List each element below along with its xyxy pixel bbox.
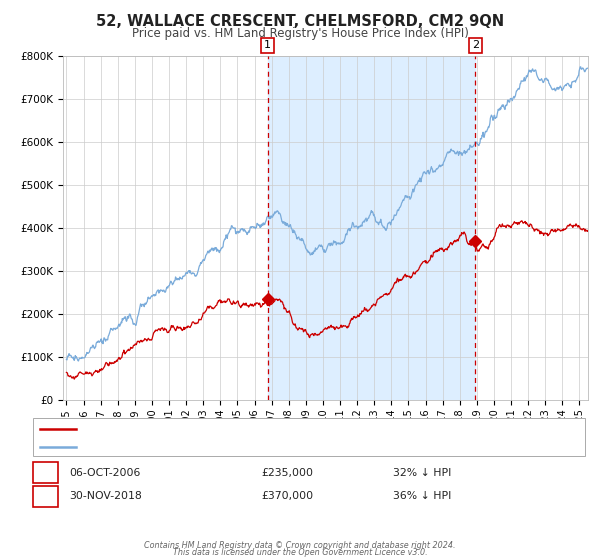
Text: Price paid vs. HM Land Registry's House Price Index (HPI): Price paid vs. HM Land Registry's House … [131, 27, 469, 40]
Text: 2: 2 [42, 489, 49, 503]
Text: £235,000: £235,000 [261, 468, 313, 478]
Text: 32% ↓ HPI: 32% ↓ HPI [393, 468, 451, 478]
Text: 1: 1 [42, 466, 49, 479]
Text: 52, WALLACE CRESCENT, CHELMSFORD, CM2 9QN (detached house): 52, WALLACE CRESCENT, CHELMSFORD, CM2 9Q… [82, 423, 424, 433]
Text: 2: 2 [472, 40, 479, 50]
Bar [268, 56, 475, 400]
Text: Contains HM Land Registry data © Crown copyright and database right 2024.: Contains HM Land Registry data © Crown c… [144, 541, 456, 550]
Text: 30-NOV-2018: 30-NOV-2018 [69, 491, 142, 501]
Text: This data is licensed under the Open Government Licence v3.0.: This data is licensed under the Open Gov… [173, 548, 427, 557]
Text: 06-OCT-2006: 06-OCT-2006 [69, 468, 140, 478]
Text: 1: 1 [264, 40, 271, 50]
Text: £370,000: £370,000 [261, 491, 313, 501]
Text: HPI: Average price, detached house, Chelmsford: HPI: Average price, detached house, Chel… [82, 442, 324, 452]
Text: 52, WALLACE CRESCENT, CHELMSFORD, CM2 9QN: 52, WALLACE CRESCENT, CHELMSFORD, CM2 9Q… [96, 14, 504, 29]
Text: 36% ↓ HPI: 36% ↓ HPI [393, 491, 451, 501]
